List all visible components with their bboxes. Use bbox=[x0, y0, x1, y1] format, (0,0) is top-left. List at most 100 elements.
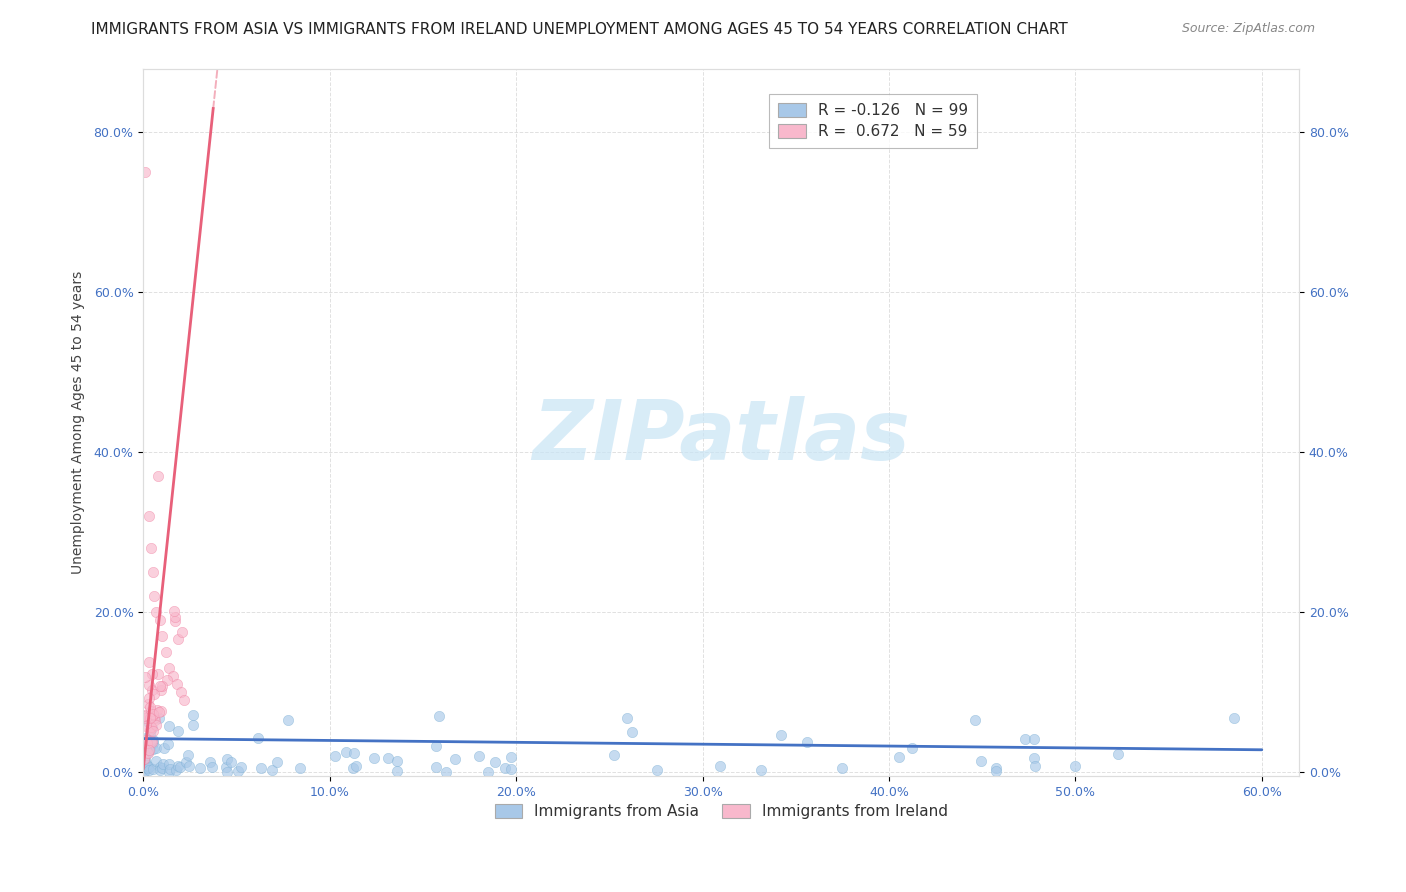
Point bbox=[134, 165, 156, 179]
Point bbox=[141, 683, 163, 698]
Point bbox=[145, 741, 167, 756]
Point bbox=[135, 733, 157, 747]
Point bbox=[136, 698, 159, 712]
Point bbox=[620, 725, 643, 739]
Point bbox=[501, 750, 523, 764]
Point bbox=[142, 762, 165, 776]
Point bbox=[477, 764, 499, 779]
Point bbox=[157, 661, 180, 675]
Point bbox=[150, 629, 173, 643]
Point bbox=[157, 719, 180, 733]
Point bbox=[136, 761, 159, 775]
Point bbox=[135, 719, 157, 733]
Point bbox=[501, 763, 523, 777]
Point bbox=[181, 718, 204, 732]
Point bbox=[143, 713, 166, 727]
Point bbox=[262, 763, 284, 777]
Point bbox=[142, 741, 165, 756]
Point bbox=[132, 708, 155, 723]
Point bbox=[247, 731, 270, 745]
Point bbox=[138, 760, 160, 774]
Point bbox=[342, 761, 364, 775]
Point bbox=[134, 764, 156, 779]
Point bbox=[141, 735, 163, 749]
Point bbox=[1024, 750, 1046, 764]
Point bbox=[217, 751, 239, 765]
Point bbox=[986, 764, 1008, 778]
Point bbox=[136, 757, 159, 772]
Point bbox=[1024, 759, 1046, 773]
Point bbox=[139, 699, 162, 714]
Point bbox=[142, 736, 165, 750]
Point bbox=[494, 762, 516, 776]
Point bbox=[166, 677, 188, 691]
Legend: Immigrants from Asia, Immigrants from Ireland: Immigrants from Asia, Immigrants from Ir… bbox=[488, 797, 955, 825]
Point bbox=[169, 759, 191, 773]
Point bbox=[149, 679, 172, 693]
Point bbox=[984, 761, 1007, 775]
Point bbox=[141, 720, 163, 734]
Point bbox=[176, 755, 198, 769]
Point bbox=[139, 741, 162, 756]
Point bbox=[157, 737, 180, 751]
Point bbox=[134, 707, 156, 722]
Point bbox=[138, 727, 160, 741]
Point bbox=[142, 723, 165, 738]
Point bbox=[152, 679, 174, 693]
Point bbox=[149, 764, 172, 778]
Point bbox=[139, 720, 162, 734]
Point bbox=[146, 703, 169, 717]
Point bbox=[142, 708, 165, 723]
Point bbox=[163, 614, 186, 628]
Point bbox=[145, 718, 167, 732]
Point bbox=[152, 761, 174, 775]
Point bbox=[135, 710, 157, 724]
Point bbox=[616, 711, 638, 725]
Point bbox=[387, 764, 409, 778]
Point bbox=[142, 707, 165, 722]
Point bbox=[155, 645, 177, 659]
Point bbox=[177, 747, 200, 762]
Point bbox=[139, 711, 162, 725]
Point bbox=[138, 655, 160, 669]
Point bbox=[167, 632, 190, 646]
Point bbox=[143, 687, 166, 701]
Point bbox=[141, 733, 163, 747]
Point bbox=[163, 610, 186, 624]
Point bbox=[136, 746, 159, 760]
Point bbox=[1022, 731, 1045, 746]
Point bbox=[749, 764, 772, 778]
Point bbox=[136, 745, 159, 759]
Y-axis label: Unemployment Among Ages 45 to 54 years: Unemployment Among Ages 45 to 54 years bbox=[72, 270, 86, 574]
Point bbox=[343, 747, 366, 761]
Point bbox=[134, 760, 156, 774]
Point bbox=[159, 757, 181, 772]
Point bbox=[150, 683, 173, 698]
Point bbox=[200, 756, 222, 770]
Point bbox=[1014, 732, 1036, 747]
Point bbox=[323, 749, 346, 764]
Point bbox=[1063, 759, 1085, 773]
Point bbox=[181, 707, 204, 722]
Point bbox=[134, 670, 156, 684]
Point bbox=[148, 469, 170, 483]
Point bbox=[172, 625, 194, 640]
Point bbox=[645, 763, 668, 777]
Point bbox=[139, 723, 162, 738]
Point bbox=[796, 735, 818, 749]
Point bbox=[149, 613, 172, 627]
Text: ZIPatlas: ZIPatlas bbox=[533, 396, 910, 477]
Point bbox=[138, 509, 160, 524]
Point bbox=[138, 715, 160, 730]
Point bbox=[156, 673, 179, 688]
Point bbox=[139, 541, 162, 556]
Point bbox=[1223, 711, 1246, 725]
Point bbox=[143, 589, 166, 603]
Point bbox=[138, 763, 160, 777]
Point bbox=[965, 713, 987, 727]
Point bbox=[201, 760, 224, 774]
Point bbox=[335, 745, 357, 759]
Point bbox=[709, 759, 731, 773]
Point bbox=[444, 752, 467, 766]
Point bbox=[277, 713, 299, 727]
